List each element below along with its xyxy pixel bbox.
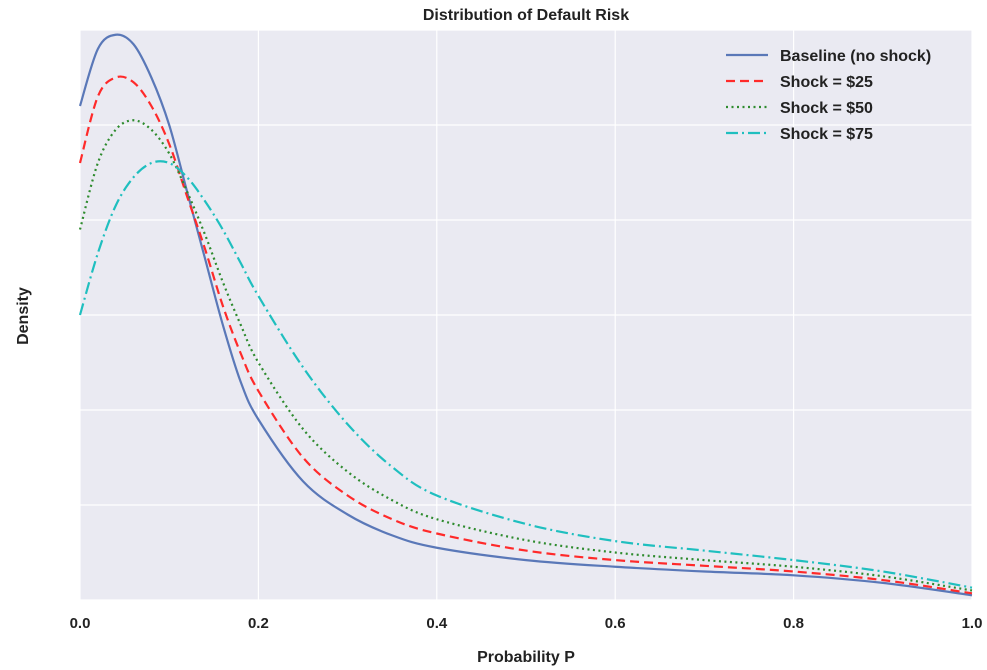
x-tick-label: 0.2 — [248, 615, 269, 632]
legend: Baseline (no shock) Shock = $25 Shock = $5… — [726, 48, 931, 143]
legend-label: Shock = $25 — [780, 74, 873, 91]
series-line-2 — [78, 75, 973, 595]
series-lines — [78, 33, 973, 597]
x-tick-label: 1.0 — [962, 615, 983, 632]
series-line-4 — [78, 160, 973, 589]
chart-title: Distribution of Default Risk — [423, 7, 629, 24]
legend-label: Baseline (no shock) — [780, 48, 931, 65]
legend-label: Shock = $50 — [780, 100, 873, 117]
legend-label: Shock = $75 — [780, 126, 873, 143]
y-axis-label: Density — [15, 287, 32, 345]
series-line-1 — [78, 33, 973, 597]
series-line-3 — [78, 119, 973, 592]
x-tick-labels: 0.0 0.2 0.4 0.6 0.8 1.0 — [70, 615, 983, 632]
x-tick-label: 0.6 — [605, 615, 626, 632]
x-tick-label: 0.0 — [70, 615, 91, 632]
x-tick-label: 0.8 — [783, 615, 804, 632]
x-axis-label: Probability P — [477, 649, 575, 666]
x-tick-label: 0.4 — [426, 615, 448, 632]
grid — [79, 29, 973, 601]
